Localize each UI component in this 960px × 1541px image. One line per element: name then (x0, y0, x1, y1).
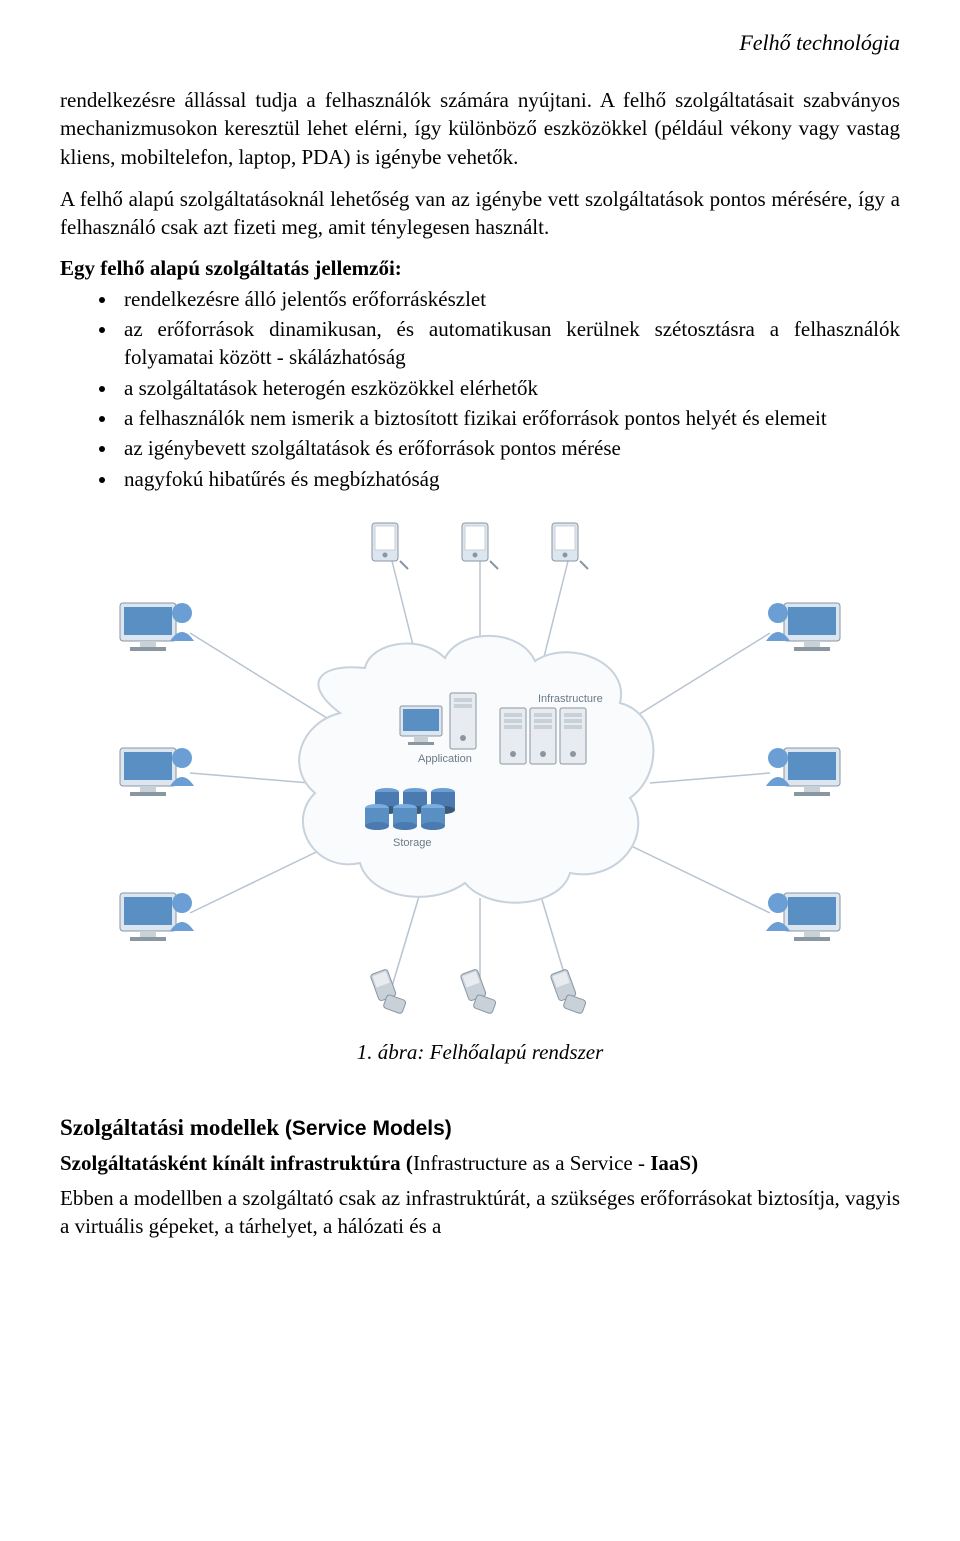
sub-norm: Infrastructure as a Service - (413, 1151, 650, 1175)
list-item: az igénybevett szolgáltatások és erőforr… (118, 434, 900, 462)
sub-bold-2: IaaS) (650, 1151, 698, 1175)
pda-top-1 (372, 523, 408, 569)
list-item: a szolgáltatások heterogén eszközökkel e… (118, 374, 900, 402)
user-right-3 (766, 893, 840, 941)
cloud-diagram: Application (100, 513, 860, 1023)
user-right-2 (766, 748, 840, 796)
paragraph-1: rendelkezésre állással tudja a felhaszná… (60, 86, 900, 171)
diagram-svg: Application (100, 513, 860, 1023)
section-heading-paren: (Service Models) (285, 1117, 452, 1140)
section-heading-main: Szolgáltatási modellek (60, 1115, 285, 1140)
user-left-1 (120, 603, 194, 651)
figure-container: Application (60, 513, 900, 1028)
phone-bottom-3 (550, 966, 590, 1019)
label-application: Application (418, 753, 472, 765)
phone-bottom-1 (370, 966, 410, 1019)
features-heading: Egy felhő alapú szolgáltatás jellemzői: (60, 256, 900, 281)
page-content: Felhő technológia rendelkezésre állással… (0, 0, 960, 1295)
cloud-shape (299, 636, 653, 903)
user-left-3 (120, 893, 194, 941)
user-left-2 (120, 748, 194, 796)
sub-heading: Szolgáltatásként kínált infrastruktúra (… (60, 1151, 900, 1176)
list-item: rendelkezésre álló jelentős erőforráskés… (118, 285, 900, 313)
label-storage: Storage (393, 837, 432, 849)
list-item: az erőforrások dinamikusan, és automatik… (118, 315, 900, 372)
paragraph-2: A felhő alapú szolgáltatásoknál lehetősé… (60, 185, 900, 242)
sub-bold-1: Szolgáltatásként kínált infrastruktúra ( (60, 1151, 413, 1175)
label-infrastructure: Infrastructure (538, 693, 603, 705)
figure-caption: 1. ábra: Felhőalapú rendszer (60, 1040, 900, 1065)
user-right-1 (766, 603, 840, 651)
features-list: rendelkezésre álló jelentős erőforráskés… (60, 285, 900, 493)
list-item: nagyfokú hibatűrés és megbízhatóság (118, 465, 900, 493)
list-item: a felhasználók nem ismerik a biztosított… (118, 404, 900, 432)
paragraph-3: Ebben a modellben a szolgáltató csak az … (60, 1184, 900, 1241)
section-heading: Szolgáltatási modellek (Service Models) (60, 1115, 900, 1141)
page-header: Felhő technológia (60, 30, 900, 56)
pda-top-3 (552, 523, 588, 569)
